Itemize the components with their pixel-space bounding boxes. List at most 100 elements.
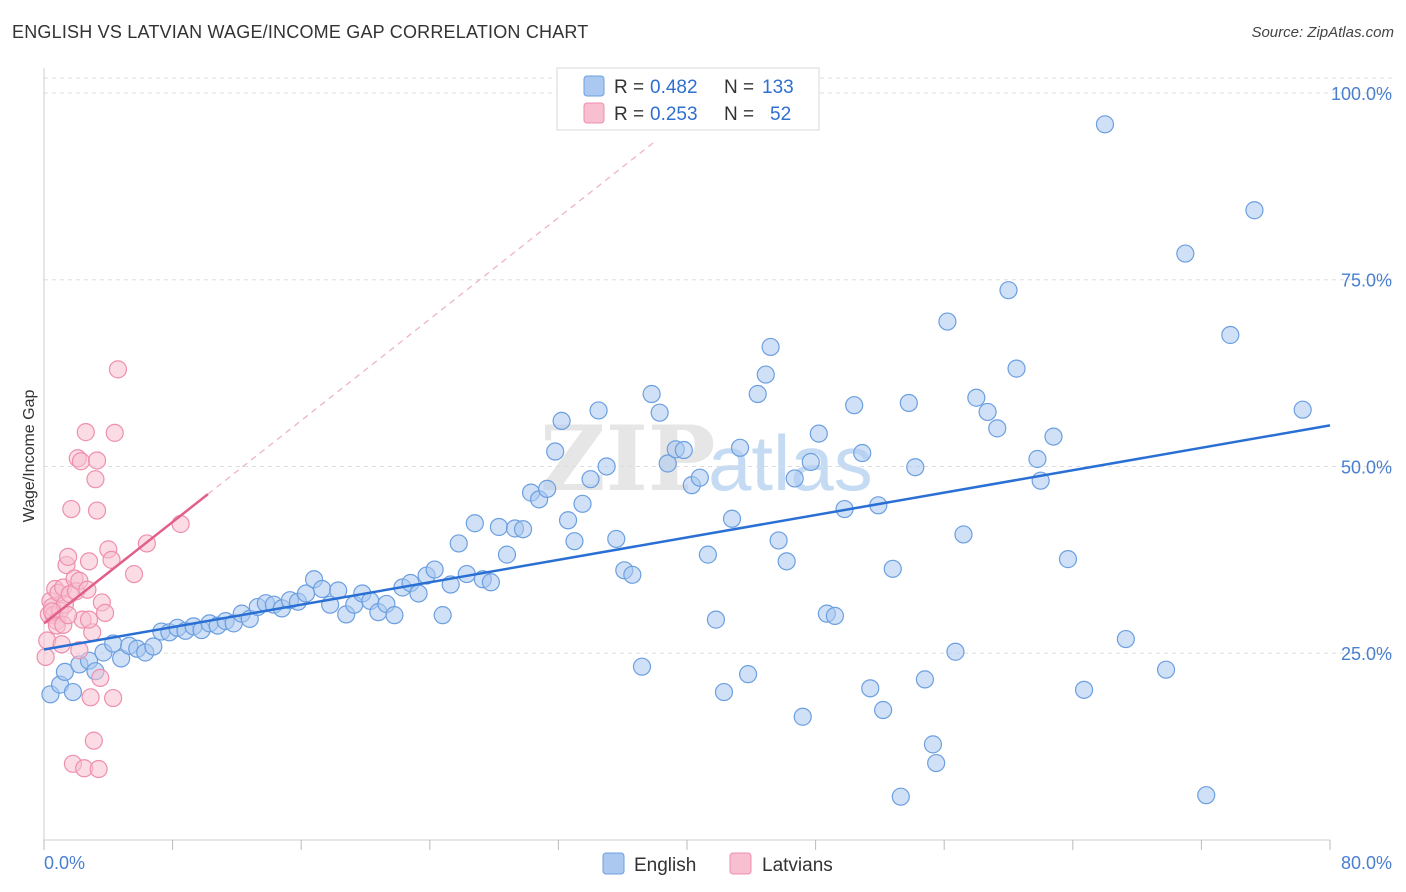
english-point-105: [883, 559, 902, 578]
english-point-116: [978, 402, 997, 422]
english-point-56: [489, 517, 509, 537]
english-point-62: [538, 479, 557, 498]
english-point-53: [465, 514, 484, 533]
latvian-point-28: [81, 688, 100, 707]
latvian-point-41: [105, 423, 124, 442]
english-point-13: [144, 637, 163, 656]
latvian-point-27: [79, 552, 99, 571]
english-point-102: [861, 679, 880, 698]
english-point-46: [409, 584, 428, 603]
y-axis-label: Wage/Income Gap: [21, 390, 38, 523]
english-point-86: [730, 438, 750, 457]
latvian-point-14: [59, 547, 78, 566]
english-point-109: [915, 670, 935, 689]
chart-source: Source: ZipAtlas.com: [1251, 24, 1394, 41]
legend-english-n-value: 133: [762, 77, 794, 98]
english-point-59: [513, 520, 533, 539]
english-point-98: [825, 606, 844, 625]
english-point-106: [891, 787, 910, 806]
latvian-point-40: [104, 688, 123, 708]
english-point-111: [927, 753, 946, 773]
english-point-71: [607, 529, 626, 549]
english-point-43: [385, 606, 404, 625]
english-point-76: [650, 403, 669, 422]
english-point-130: [1245, 201, 1264, 220]
latvian-trend-extension: [207, 140, 656, 495]
y-tick-label-25: 25.0%: [1341, 644, 1392, 664]
english-point-65: [558, 511, 578, 530]
english-point-110: [923, 735, 943, 754]
english-point-79: [674, 440, 693, 460]
english-point-85: [722, 509, 742, 528]
english-point-34: [312, 579, 332, 599]
english-point-77: [658, 454, 677, 473]
latvian-point-39: [102, 550, 121, 569]
english-point-83: [706, 610, 726, 629]
english-point-88: [748, 384, 767, 404]
watermark: ZIP atlas: [540, 406, 873, 512]
english-point-95: [801, 452, 820, 472]
english-series: [41, 115, 1312, 806]
english-point-129: [1221, 325, 1240, 345]
english-point-57: [497, 545, 517, 564]
english-point-132: [1095, 115, 1115, 134]
english-point-122: [1044, 427, 1063, 446]
latvian-point-32: [87, 501, 107, 520]
english-point-119: [1007, 359, 1026, 378]
trend-lines: [43, 140, 1331, 651]
latvian-point-30: [84, 731, 103, 750]
y-axis-tick-labels: 25.0% 50.0% 75.0% 100.0%: [1331, 84, 1392, 664]
english-point-120: [1028, 449, 1047, 469]
bottom-legend-latvian-swatch: [729, 852, 752, 875]
english-point-91: [769, 531, 788, 550]
english-point-84: [714, 682, 734, 702]
english-point-107: [899, 393, 918, 413]
latvian-point-42: [108, 360, 128, 379]
bottom-legend-english-label: English: [634, 855, 696, 876]
english-point-92: [777, 552, 796, 571]
english-point-100: [845, 396, 864, 415]
latvian-point-37: [95, 603, 115, 622]
chart-title: ENGLISH VS LATVIAN WAGE/INCOME GAP CORRE…: [12, 22, 589, 42]
latvian-point-22: [71, 452, 91, 471]
english-point-93: [785, 469, 804, 488]
legend-box: R = 0.482 N = 133 R = 0.253 N = 52: [556, 67, 820, 131]
english-point-67: [573, 494, 592, 513]
english-point-66: [565, 532, 584, 551]
x-tick-label-max: 80.0%: [1341, 853, 1392, 873]
english-point-117: [988, 419, 1007, 438]
english-point-75: [642, 384, 661, 404]
english-point-114: [954, 525, 973, 544]
latvian-point-35: [91, 668, 110, 687]
legend-latvian-n-label: N =: [724, 104, 754, 125]
latvian-point-33: [87, 451, 107, 470]
english-point-127: [1176, 244, 1195, 263]
bottom-legend: English Latvians: [602, 852, 833, 876]
english-point-94: [793, 707, 812, 726]
english-point-108: [906, 458, 925, 477]
legend-latvian-n-value: 52: [770, 104, 791, 125]
x-tick-label-min: 0.0%: [44, 853, 85, 873]
english-trend-line: [43, 424, 1331, 651]
english-point-89: [756, 365, 775, 384]
english-point-124: [1074, 680, 1094, 699]
english-point-131: [1293, 400, 1312, 419]
latvian-point-25: [76, 423, 95, 442]
english-point-82: [698, 545, 717, 564]
english-point-118: [999, 281, 1018, 300]
english-point-2: [55, 662, 74, 682]
latvian-point-0: [36, 647, 55, 667]
y-tick-label-75: 75.0%: [1341, 271, 1392, 291]
english-point-90: [761, 337, 780, 357]
english-point-64: [552, 411, 571, 430]
english-point-87: [738, 665, 758, 684]
legend-english-swatch: [583, 75, 605, 97]
watermark-atlas: atlas: [708, 419, 873, 507]
legend-english-r-value: 0.482: [650, 77, 698, 98]
bottom-legend-english-swatch: [602, 852, 625, 875]
english-point-125: [1116, 629, 1135, 649]
english-point-51: [449, 534, 468, 553]
latvian-point-34: [89, 759, 108, 779]
latvian-point-16: [62, 499, 81, 519]
